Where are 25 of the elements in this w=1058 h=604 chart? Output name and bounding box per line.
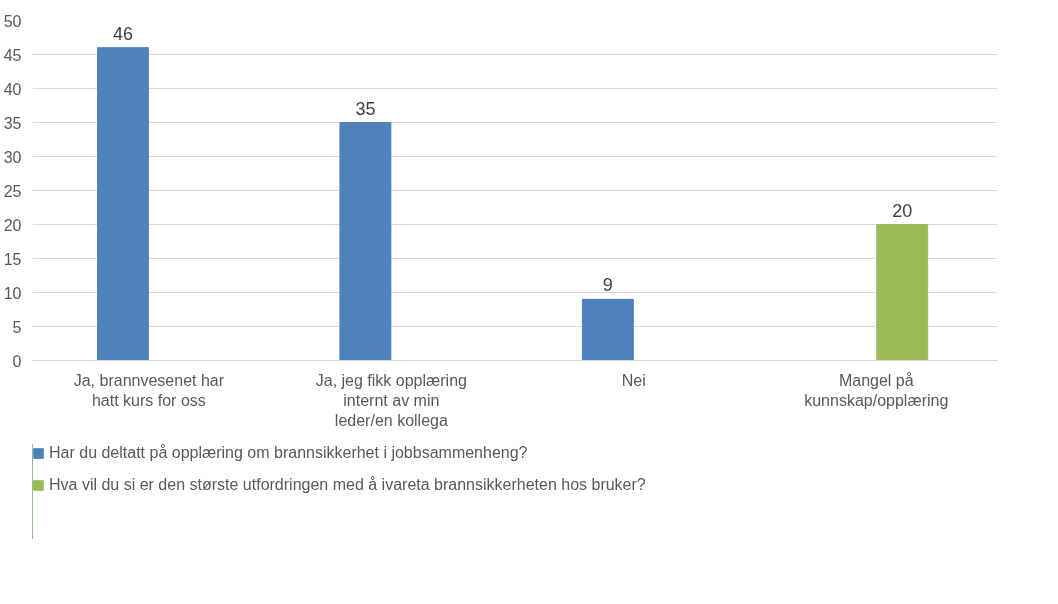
x-tick-label: Nei [621,371,646,389]
y-tick-label: 20 [3,216,22,234]
y-tick-label: 45 [3,46,22,64]
y-tick-label: 50 [3,12,22,30]
bar [96,47,149,361]
y-tick-label: 30 [3,148,22,166]
y-tick-label: 15 [3,250,22,268]
x-tick-label: Mangel på kunnskap/opplæring [804,371,949,409]
y-tick-label: 0 [12,352,22,370]
data-label: 20 [892,200,913,221]
bar [876,224,929,361]
x-tick-label: Ja, brannvesenet har hatt kurs for oss [73,371,225,409]
data-label: 9 [602,275,613,296]
y-tick-label: 10 [3,284,22,302]
y-tick-label: 35 [3,114,22,132]
y-tick-label: 5 [12,318,22,336]
data-label: 46 [112,23,133,44]
x-tick-label: Ja, jeg fikk opplæring internt av min leder/en kollega [315,371,467,430]
y-tick-label: 40 [3,80,22,98]
data-label: 35 [355,98,376,119]
legend-label: Hva vil du si er den største utfordringen med å ivareta brannsikkerheten hos bruker? [49,476,646,494]
legend-label: Har du deltatt på opplæring om brannsikkerhet i jobbsammenheng? [49,444,528,462]
bar [339,122,392,361]
y-tick-label: 25 [3,182,22,200]
bar [581,298,634,361]
